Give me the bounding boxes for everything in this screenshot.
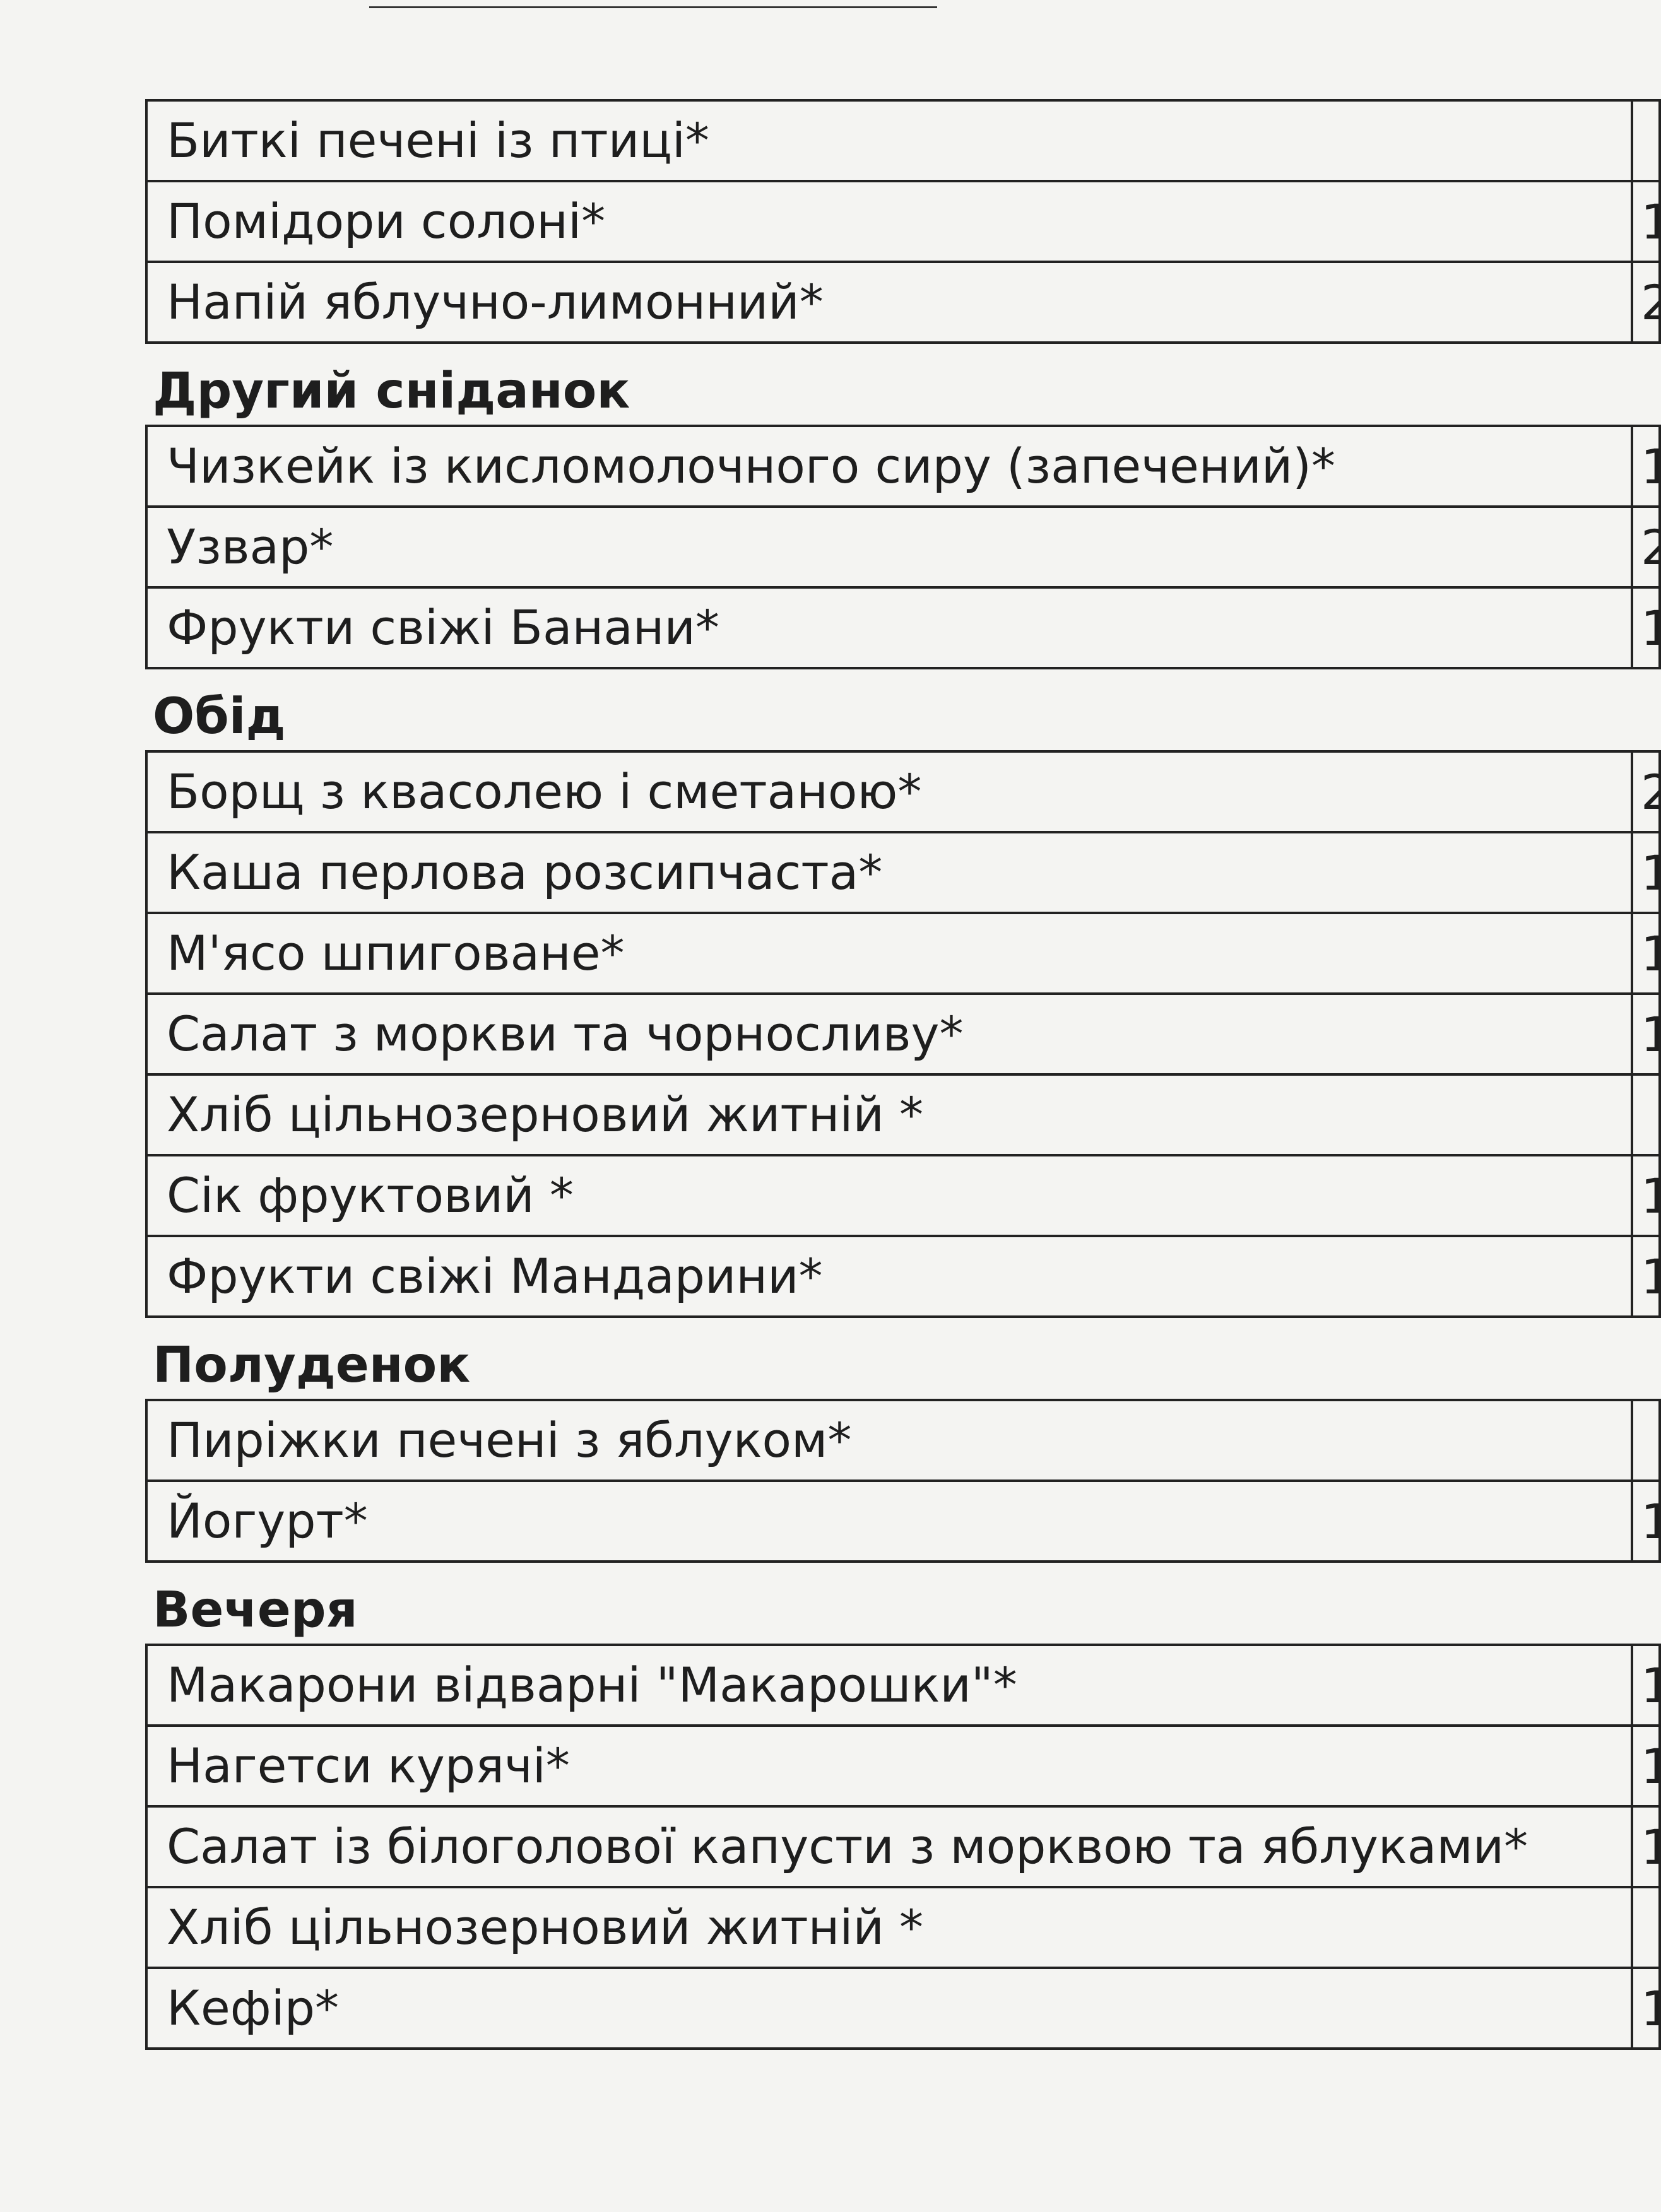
dish-qty: 1	[1631, 1480, 1661, 1563]
menu-document: Биткі печені із птиці*Помідори солоні*1Н…	[145, 99, 1661, 2050]
menu-row: Биткі печені із птиці*	[145, 99, 1661, 182]
dish-qty: 1	[1631, 180, 1661, 263]
dish-name: М'ясо шпиговане*	[145, 912, 1633, 995]
dish-name: Хліб цільнозерновий житній *	[145, 1886, 1633, 1969]
menu-row: Хліб цільнозерновий житній *	[145, 1886, 1661, 1969]
dish-name: Узвар*	[145, 505, 1633, 589]
menu-row: Помідори солоні*1	[145, 180, 1661, 263]
dish-name: Фрукти свіжі Мандарини*	[145, 1235, 1633, 1318]
menu-row: Борщ з квасолею і сметаною*20	[145, 750, 1661, 833]
rule-line	[369, 6, 937, 8]
dish-qty: 1	[1631, 1154, 1661, 1237]
dish-qty: 2	[1631, 261, 1661, 344]
menu-row: Нагетси курячі*1	[145, 1724, 1661, 1808]
dish-name: Нагетси курячі*	[145, 1724, 1633, 1808]
dish-qty: 1	[1631, 1724, 1661, 1808]
section-title: Другий сніданок	[153, 363, 630, 420]
dish-name: Напій яблучно-лимонний*	[145, 261, 1633, 344]
dish-qty	[1631, 1073, 1661, 1156]
dish-name: Фрукти свіжі Банани*	[145, 586, 1633, 669]
dish-qty: 1	[1631, 912, 1661, 995]
menu-row: Макарони відварні "Макарошки"*1	[145, 1644, 1661, 1727]
dish-qty: 20	[1631, 750, 1661, 833]
dish-qty	[1631, 1399, 1661, 1482]
dish-name: Салат із білоголової капусти з морквою т…	[145, 1805, 1633, 1888]
menu-row: Фрукти свіжі Мандарини*1	[145, 1235, 1661, 1318]
section-title: Вечеря	[153, 1582, 358, 1638]
menu-row: Кефір*1	[145, 1967, 1661, 2050]
dish-name: Кефір*	[145, 1967, 1633, 2050]
dish-qty: 1	[1631, 586, 1661, 669]
menu-row: Каша перлова розсипчаста*1	[145, 831, 1661, 914]
dish-qty	[1631, 1886, 1661, 1969]
dish-name: Каша перлова розсипчаста*	[145, 831, 1633, 914]
dish-name: Пиріжки печені з яблуком*	[145, 1399, 1633, 1482]
menu-row: Пиріжки печені з яблуком*	[145, 1399, 1661, 1482]
menu-table: Чизкейк із кисломолочного сиру (запечени…	[145, 425, 1661, 669]
menu-row: Узвар*2	[145, 505, 1661, 589]
menu-row: Фрукти свіжі Банани*1	[145, 586, 1661, 669]
menu-row: Напій яблучно-лимонний*2	[145, 261, 1661, 344]
dish-qty: 1	[1631, 425, 1661, 508]
menu-row: Салат з моркви та чорносливу*1	[145, 992, 1661, 1076]
dish-qty: 1	[1631, 1235, 1661, 1318]
dish-qty: 1	[1631, 1805, 1661, 1888]
menu-table: Биткі печені із птиці*Помідори солоні*1Н…	[145, 99, 1661, 344]
dish-qty: 1	[1631, 831, 1661, 914]
dish-name: Чизкейк із кисломолочного сиру (запечени…	[145, 425, 1633, 508]
menu-row: Чизкейк із кисломолочного сиру (запечени…	[145, 425, 1661, 508]
dish-name: Салат з моркви та чорносливу*	[145, 992, 1633, 1076]
menu-row: М'ясо шпиговане*1	[145, 912, 1661, 995]
dish-qty	[1631, 99, 1661, 182]
section-title: Полуденок	[153, 1337, 471, 1394]
dish-name: Йогурт*	[145, 1480, 1633, 1563]
menu-row: Йогурт*1	[145, 1480, 1661, 1563]
dish-name: Борщ з квасолею і сметаною*	[145, 750, 1633, 833]
dish-name: Сік фруктовий *	[145, 1154, 1633, 1237]
dish-qty: 2	[1631, 505, 1661, 589]
dish-name: Помідори солоні*	[145, 180, 1633, 263]
menu-row: Сік фруктовий *1	[145, 1154, 1661, 1237]
menu-table: Пиріжки печені з яблуком*Йогурт*1	[145, 1399, 1661, 1563]
dish-qty: 1	[1631, 1967, 1661, 2050]
menu-table: Борщ з квасолею і сметаною*20Каша перлов…	[145, 750, 1661, 1318]
menu-table: Макарони відварні "Макарошки"*1Нагетси к…	[145, 1644, 1661, 2050]
dish-qty: 1	[1631, 1644, 1661, 1727]
menu-row: Салат із білоголової капусти з морквою т…	[145, 1805, 1661, 1888]
dish-name: Биткі печені із птиці*	[145, 99, 1633, 182]
section-title: Обід	[153, 688, 286, 745]
dish-name: Макарони відварні "Макарошки"*	[145, 1644, 1633, 1727]
dish-name: Хліб цільнозерновий житній *	[145, 1073, 1633, 1156]
dish-qty: 1	[1631, 992, 1661, 1076]
menu-row: Хліб цільнозерновий житній *	[145, 1073, 1661, 1156]
